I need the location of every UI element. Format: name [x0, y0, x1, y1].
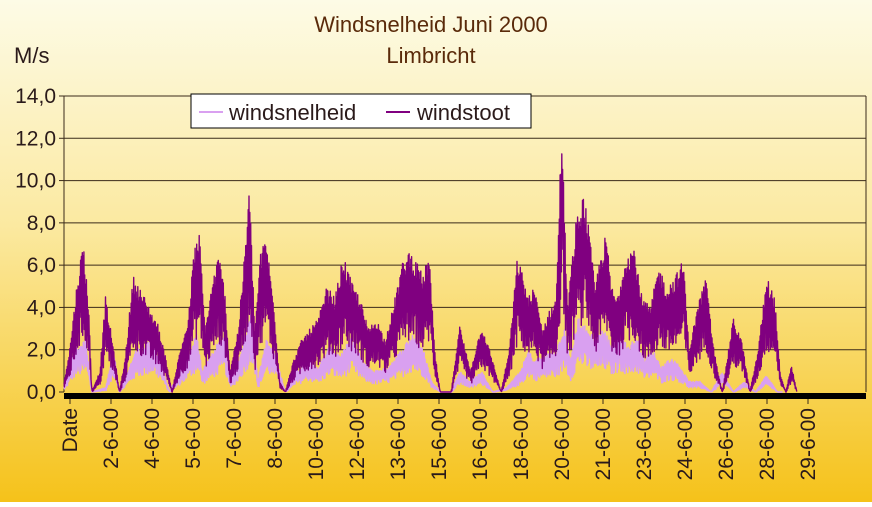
x-tick-label: 20-6-00	[551, 408, 574, 480]
legend-box	[190, 93, 532, 129]
legend: windsnelheid windstoot	[190, 93, 532, 129]
x-tick-label: 7-6-00	[223, 408, 246, 469]
x-tick-label: 23-6-00	[633, 408, 656, 480]
y-tick-label: 4,0	[27, 296, 56, 319]
series-windstoot	[63, 153, 798, 393]
x-tick-label: 13-6-00	[387, 408, 410, 480]
x-tick-label: 28-6-00	[756, 408, 779, 480]
x-tick-label: 21-6-00	[592, 408, 615, 480]
y-tick-label: 10,0	[15, 170, 56, 193]
x-axis-baseline	[64, 393, 866, 399]
y-tick-label: 12,0	[15, 127, 56, 150]
x-tick-label: 8-6-00	[264, 408, 287, 469]
series-plot-area	[63, 153, 798, 393]
y-tick-label: 8,0	[27, 212, 56, 235]
x-tick-label: 26-6-00	[715, 408, 738, 480]
chart-title-line-2: Limbricht	[386, 43, 475, 68]
y-tick-label: 14,0	[15, 85, 56, 108]
x-tick-label: 5-6-00	[182, 408, 205, 469]
y-tick-label: 6,0	[27, 254, 56, 277]
x-tick-label: 2-6-00	[100, 408, 123, 469]
x-tick-label: 16-6-00	[469, 408, 492, 480]
y-tick-label: 0,0	[27, 381, 56, 404]
chart-title-line-1: Windsnelheid Juni 2000	[314, 12, 548, 37]
x-axis-baseline-bar	[64, 393, 866, 399]
x-tick-label: 12-6-00	[346, 408, 369, 480]
x-tick-label: 18-6-00	[510, 408, 533, 480]
x-tick-label: Date	[59, 408, 82, 452]
x-tick-label: 10-6-00	[305, 408, 328, 480]
y-axis-ticks: 0,0 2,0 4,0 6,0 8,0 10,0 12,0 14,0	[15, 85, 64, 404]
legend-label-windstoot: windstoot	[416, 100, 510, 125]
legend-label-windsnelheid: windsnelheid	[228, 100, 356, 125]
y-axis-label: M/s	[14, 43, 49, 68]
y-tick-label: 2,0	[27, 339, 56, 362]
x-tick-label: 24-6-00	[674, 408, 697, 480]
x-tick-label: 29-6-00	[797, 408, 820, 480]
x-tick-label: 4-6-00	[141, 408, 164, 469]
x-axis-ticks: Date 2-6-00 4-6-00 5-6-00 7-6-00 8-6-00 10-6-0…	[59, 399, 820, 480]
x-tick-label: 15-6-00	[428, 408, 451, 480]
